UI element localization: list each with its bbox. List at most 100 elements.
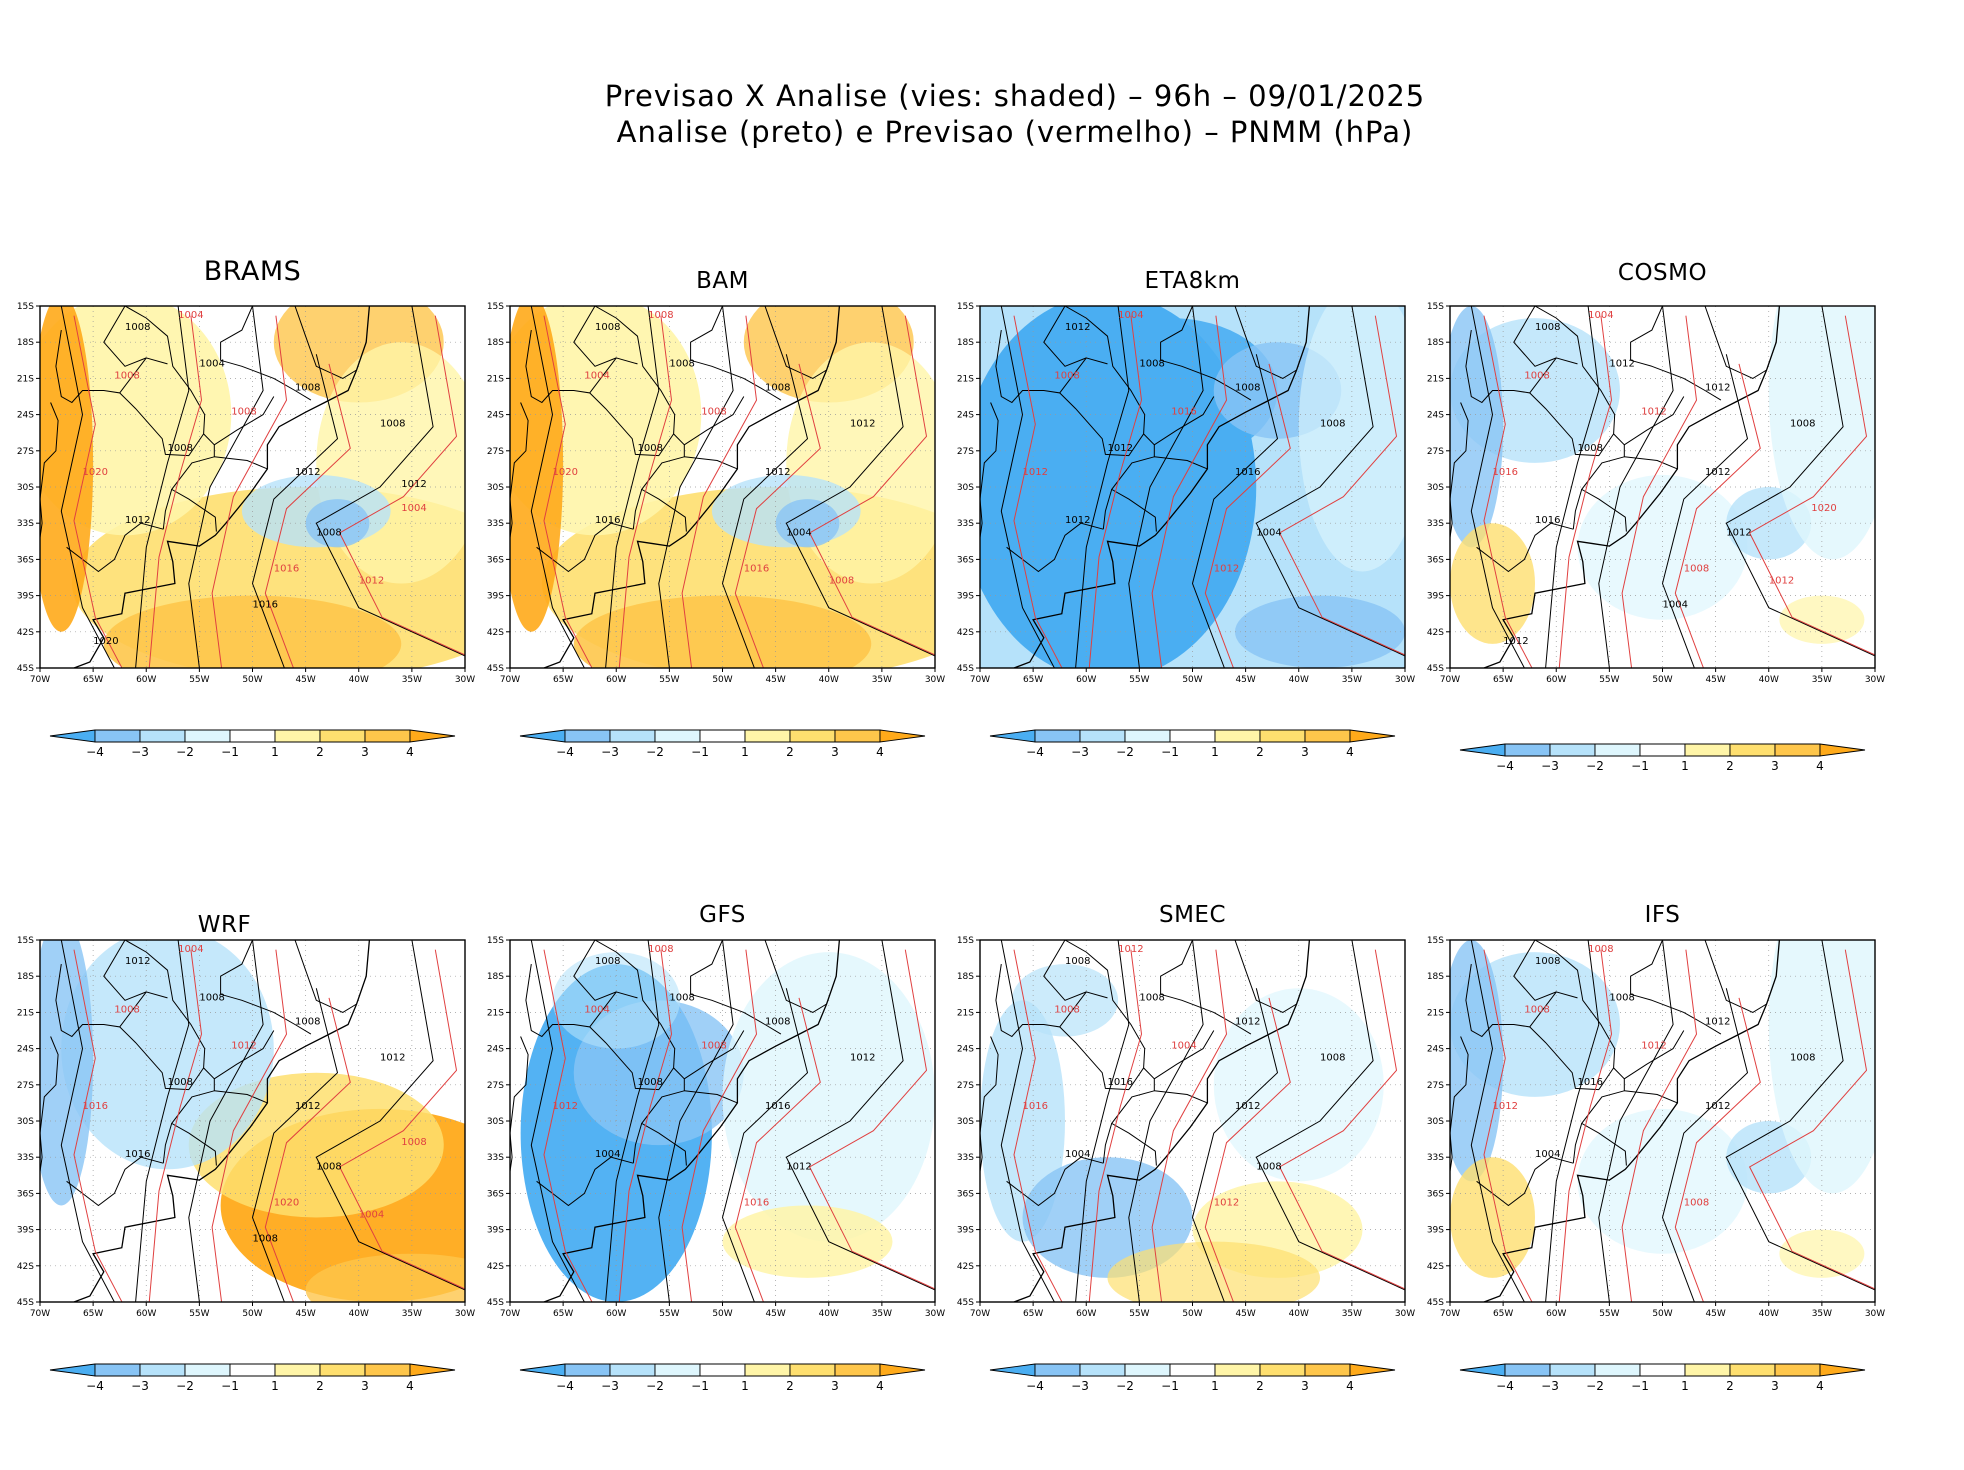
colorbar-label: 4 bbox=[1816, 1379, 1824, 1393]
forecast-isobar bbox=[73, 949, 123, 1302]
forecast-isobar-label: 1008 bbox=[701, 1041, 726, 1052]
colorbar-label: 4 bbox=[406, 745, 414, 759]
colorbar-label: −2 bbox=[1116, 1379, 1134, 1393]
analysis-isobar bbox=[1661, 354, 1749, 668]
colorbar-label: 2 bbox=[786, 745, 794, 759]
colorbar-swatch bbox=[94, 1363, 141, 1377]
forecast-isobar-label: 1012 bbox=[359, 576, 384, 587]
analysis-isobar-label: 1004 bbox=[1663, 600, 1688, 611]
colorbar: −4 −3 −2 −1 1 2 3 4 bbox=[49, 729, 456, 759]
lat-tick-label: 36S bbox=[957, 555, 974, 565]
colorbar-swatch bbox=[1124, 729, 1171, 743]
analysis-isobar bbox=[1075, 940, 1130, 1302]
country-border bbox=[589, 1026, 675, 1091]
country-border bbox=[995, 330, 1108, 404]
forecast-isobar-label: 1012 bbox=[1214, 1197, 1239, 1208]
colorbar-swatch bbox=[1729, 1363, 1776, 1377]
analysis-isobar-label: 1016 bbox=[595, 515, 620, 526]
colorbar-label: 2 bbox=[1256, 1379, 1264, 1393]
colorbar-swatch bbox=[1774, 743, 1821, 757]
bias-shading bbox=[1450, 1157, 1535, 1278]
analysis-isobar bbox=[1128, 940, 1204, 1302]
lat-tick-label: 33S bbox=[17, 1153, 34, 1163]
lon-tick-label: 45W bbox=[1235, 675, 1255, 685]
analysis-isobar-label: 1004 bbox=[1065, 1149, 1090, 1160]
country-border bbox=[55, 330, 168, 404]
forecast-isobar-label: 1016 bbox=[744, 1197, 769, 1208]
lat-tick-label: 42S bbox=[1427, 628, 1444, 638]
country-border bbox=[1234, 940, 1297, 1013]
colorbar-swatch bbox=[789, 729, 836, 743]
colorbar-label: 3 bbox=[831, 1379, 839, 1393]
analysis-isobar bbox=[1725, 306, 1875, 657]
forecast-isobar-label: 1008 bbox=[701, 407, 726, 418]
lat-tick-label: 27S bbox=[487, 447, 504, 457]
coastline bbox=[980, 345, 981, 350]
forecast-isobar-label: 1008 bbox=[1054, 370, 1079, 381]
colorbar-label: −2 bbox=[176, 745, 194, 759]
lat-tick-label: 30S bbox=[17, 483, 34, 493]
colorbar: −4 −3 −2 −1 1 2 3 4 bbox=[519, 1363, 926, 1393]
lon-tick-label: 35W bbox=[402, 675, 422, 685]
country-border bbox=[1513, 306, 1557, 367]
map-svg: 1008 1004 1008 1008 1008 1012 1012 1008 1016 1020… bbox=[17, 302, 475, 759]
analysis-isobar-label: 1012 bbox=[1235, 1016, 1260, 1027]
colorbar-swatch bbox=[364, 729, 411, 743]
analysis-isobar bbox=[1075, 306, 1130, 668]
colorbar-label: −3 bbox=[1071, 745, 1089, 759]
lat-tick-label: 30S bbox=[487, 1117, 504, 1127]
lon-tick-label: 60W bbox=[1546, 1309, 1566, 1319]
analysis-isobar bbox=[1725, 940, 1875, 1291]
forecast-isobar bbox=[1748, 315, 1875, 656]
analysis-isobar bbox=[60, 940, 115, 1302]
forecast-isobar-label: 1008 bbox=[648, 944, 673, 955]
colorbar-label: 4 bbox=[876, 1379, 884, 1393]
analysis-isobar-label: 1016 bbox=[1578, 1077, 1603, 1088]
country-border bbox=[573, 940, 617, 1001]
coastline bbox=[980, 979, 981, 984]
forecast-isobar bbox=[1088, 315, 1143, 668]
forecast-isobar-label: 1008 bbox=[829, 576, 854, 587]
analysis-isobar-label: 1008 bbox=[1790, 1053, 1815, 1064]
country-border bbox=[40, 1036, 59, 1175]
country-border bbox=[1529, 392, 1615, 457]
colorbar: −4 −3 −2 −1 1 2 3 4 bbox=[519, 729, 926, 759]
forecast-isobar-label: 1004 bbox=[359, 1210, 384, 1221]
bias-shading bbox=[1213, 988, 1384, 1182]
forecast-isobar-label: 1020 bbox=[1811, 503, 1836, 514]
country-border bbox=[684, 1090, 738, 1104]
forecast-isobar-label: 1020 bbox=[274, 1197, 299, 1208]
forecast-isobar bbox=[618, 315, 673, 668]
bias-shading bbox=[722, 952, 935, 1242]
colorbar-label: 3 bbox=[1301, 1379, 1309, 1393]
colorbar-label: −3 bbox=[601, 1379, 619, 1393]
forecast-isobar-label: 1016 bbox=[1493, 467, 1518, 478]
country-border bbox=[632, 1123, 643, 1164]
analysis-isobar bbox=[1545, 306, 1600, 668]
lon-tick-label: 55W bbox=[659, 675, 679, 685]
lon-tick-label: 55W bbox=[1129, 675, 1149, 685]
colorbar-label: −4 bbox=[1026, 1379, 1044, 1393]
analysis-isobar-label: 1008 bbox=[1790, 419, 1815, 430]
analysis-isobar bbox=[135, 306, 190, 668]
country-border bbox=[510, 402, 529, 541]
colorbar-label: 1 bbox=[1681, 1379, 1689, 1393]
lat-tick-label: 45S bbox=[1427, 664, 1444, 674]
lon-tick-label: 35W bbox=[872, 675, 892, 685]
forecast-isobar bbox=[1558, 315, 1613, 668]
analysis-isobar-label: 1008 bbox=[1535, 322, 1560, 333]
analysis-isobar-label: 1004 bbox=[786, 527, 811, 538]
colorbar-label: −3 bbox=[1071, 1379, 1089, 1393]
country-border bbox=[684, 1030, 745, 1080]
colorbar-swatch bbox=[1034, 1363, 1081, 1377]
forecast-isobar-label: 1012 bbox=[1769, 576, 1794, 587]
analysis-isobar-label: 1004 bbox=[1256, 527, 1281, 538]
colorbar-swatch bbox=[1349, 1363, 1396, 1377]
colorbar-label: −4 bbox=[1496, 1379, 1514, 1393]
lat-tick-label: 15S bbox=[1427, 936, 1444, 946]
colorbar-swatch bbox=[699, 729, 746, 743]
country-border bbox=[690, 306, 782, 401]
analysis-isobar bbox=[60, 306, 115, 668]
colorbar-label: −1 bbox=[1161, 745, 1179, 759]
colorbar-swatch bbox=[319, 1363, 366, 1377]
